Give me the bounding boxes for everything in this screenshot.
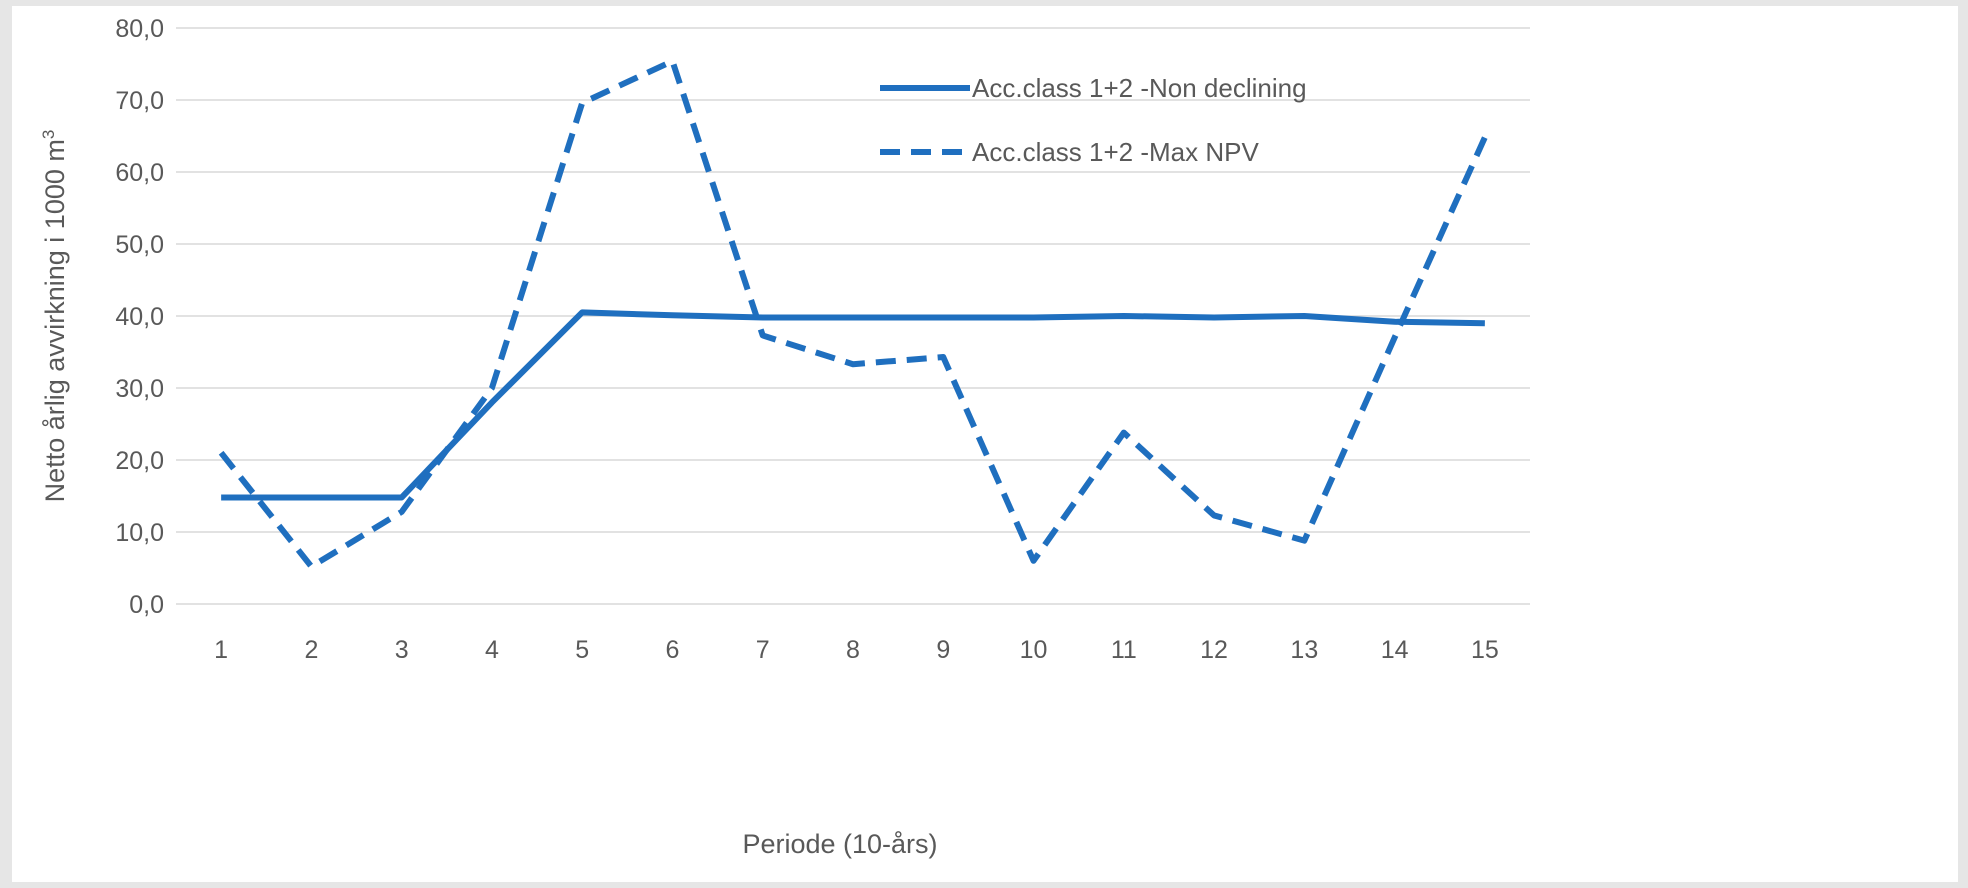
series-line-non-declining [221, 309, 1485, 501]
x-tick-label: 6 [666, 636, 680, 664]
y-tick-label: 30,0 [115, 375, 164, 403]
x-tick-label: 14 [1381, 636, 1409, 664]
y-tick-label: 10,0 [115, 519, 164, 547]
y-tick-label: 40,0 [115, 303, 164, 331]
x-tick-label: 2 [304, 636, 318, 664]
series-line-max-npv [218, 58, 1488, 570]
y-axis-title: Netto årlig avvirkning i 1000 m3 [39, 130, 70, 503]
y-tick-label: 60,0 [115, 159, 164, 187]
x-tick-label: 15 [1471, 636, 1499, 664]
x-axis-title: Periode (10-års) [742, 829, 937, 859]
y-tick-label: 70,0 [115, 87, 164, 115]
x-tick-label: 5 [575, 636, 589, 664]
legend-label-max-npv: Acc.class 1+2 -Max NPV [972, 137, 1259, 167]
x-tick-label: 10 [1020, 636, 1048, 664]
x-axis-ticks: 1 2 3 4 5 6 7 8 9 10 11 12 13 14 15 [214, 636, 1499, 664]
x-tick-label: 1 [214, 636, 228, 664]
x-tick-label: 3 [395, 636, 409, 664]
x-tick-label: 4 [485, 636, 499, 664]
x-tick-label: 11 [1111, 636, 1137, 664]
x-tick-label: 8 [846, 636, 860, 664]
y-tick-label: 80,0 [115, 15, 164, 43]
y-tick-label: 20,0 [115, 447, 164, 475]
legend: Acc.class 1+2 -Non declining Acc.class 1… [880, 73, 1307, 167]
x-tick-label: 13 [1290, 636, 1318, 664]
y-axis-title-superscript: 3 [39, 130, 58, 139]
y-tick-label: 50,0 [115, 231, 164, 259]
x-tick-label: 7 [756, 636, 770, 664]
x-tick-label: 12 [1200, 636, 1228, 664]
series-lines [218, 58, 1488, 570]
y-axis-ticks: 0,0 10,0 20,0 30,0 40,0 50,0 60,0 70,0 80,0 [115, 15, 164, 619]
legend-label-non-declining: Acc.class 1+2 -Non declining [972, 73, 1307, 103]
y-tick-label: 0,0 [129, 591, 164, 619]
y-axis-title-main: Netto årlig avvirkning i 1000 m [40, 139, 70, 502]
x-tick-label: 9 [936, 636, 950, 664]
